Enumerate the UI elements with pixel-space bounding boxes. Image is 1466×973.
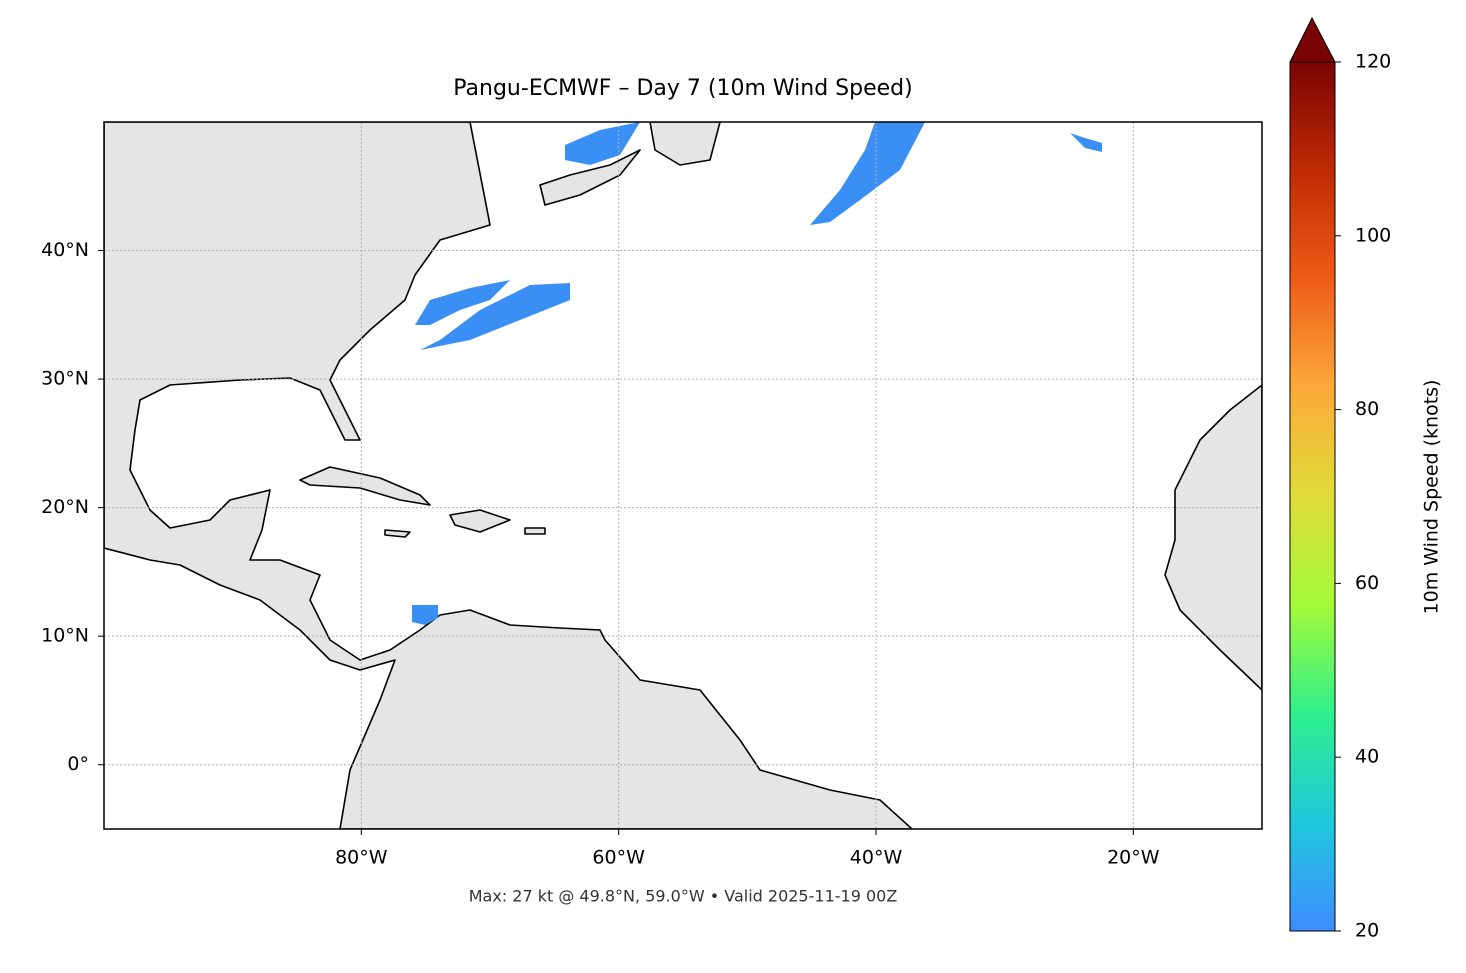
colorbar-tick-label: 60 <box>1355 572 1379 594</box>
jamaica <box>384 529 411 538</box>
colorbar-frame <box>1289 61 1336 932</box>
map-frame <box>103 121 1263 830</box>
map-area <box>104 122 1262 829</box>
colorbar-tick-label: 120 <box>1355 51 1391 73</box>
colorbar-label: 10m Wind Speed (knots) <box>1421 380 1443 615</box>
wind-area <box>412 605 438 625</box>
footer-note: Max: 27 kt @ 49.8°N, 59.0°W • Valid 2025… <box>469 887 898 906</box>
colorbar <box>1290 62 1335 931</box>
y-tick-label: 10°N <box>41 625 89 647</box>
wind-area <box>565 122 640 165</box>
colorbar-extend <box>1289 16 1336 63</box>
x-tick-label: 40°W <box>850 847 903 869</box>
cuba <box>299 466 431 506</box>
y-tick-label: 40°N <box>41 239 89 261</box>
wind-area <box>415 280 510 325</box>
americas <box>104 122 913 829</box>
y-tick-label: 0° <box>67 753 89 775</box>
newfoundland <box>649 122 721 166</box>
wind-area <box>420 283 570 350</box>
hispaniola <box>449 509 511 533</box>
x-tick-label: 60°W <box>592 847 645 869</box>
x-tick-label: 20°W <box>1107 847 1160 869</box>
colorbar-tick-label: 100 <box>1355 224 1391 246</box>
colorbar-tick-label: 20 <box>1355 920 1379 942</box>
wind-area <box>1070 133 1102 152</box>
chart-title: Pangu-ECMWF – Day 7 (10m Wind Speed) <box>453 76 912 101</box>
africa <box>1164 384 1262 691</box>
puerto-rico <box>524 527 546 535</box>
x-tick-label: 80°W <box>335 847 388 869</box>
wind-area <box>810 122 925 225</box>
y-tick-label: 30°N <box>41 368 89 390</box>
colorbar-tick-label: 40 <box>1355 746 1379 768</box>
nova-scotia <box>539 149 641 206</box>
colorbar-tick-label: 80 <box>1355 398 1379 420</box>
y-tick-label: 20°N <box>41 496 89 518</box>
